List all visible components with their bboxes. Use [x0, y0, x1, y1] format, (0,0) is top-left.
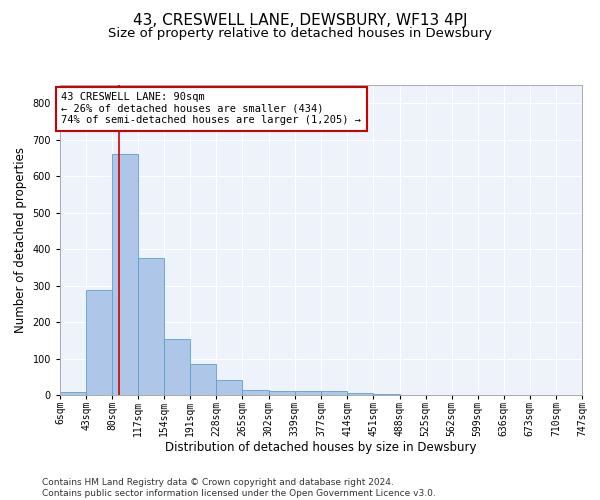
Bar	[242, 390, 269, 395]
Bar	[190, 364, 217, 395]
Bar	[373, 394, 400, 395]
Y-axis label: Number of detached properties: Number of detached properties	[14, 147, 27, 333]
Bar	[164, 339, 190, 395]
X-axis label: Distribution of detached houses by size in Dewsbury: Distribution of detached houses by size …	[165, 442, 477, 454]
Bar	[60, 392, 86, 395]
Bar	[269, 391, 295, 395]
Text: 43 CRESWELL LANE: 90sqm
← 26% of detached houses are smaller (434)
74% of semi-d: 43 CRESWELL LANE: 90sqm ← 26% of detache…	[61, 92, 361, 126]
Text: Contains HM Land Registry data © Crown copyright and database right 2024.
Contai: Contains HM Land Registry data © Crown c…	[42, 478, 436, 498]
Text: Size of property relative to detached houses in Dewsbury: Size of property relative to detached ho…	[108, 28, 492, 40]
Bar	[347, 393, 373, 395]
Bar	[322, 392, 347, 395]
Bar	[295, 392, 322, 395]
Bar	[86, 290, 112, 395]
Text: 43, CRESWELL LANE, DEWSBURY, WF13 4PJ: 43, CRESWELL LANE, DEWSBURY, WF13 4PJ	[133, 12, 467, 28]
Bar	[112, 154, 138, 395]
Bar	[217, 380, 242, 395]
Bar	[138, 258, 164, 395]
